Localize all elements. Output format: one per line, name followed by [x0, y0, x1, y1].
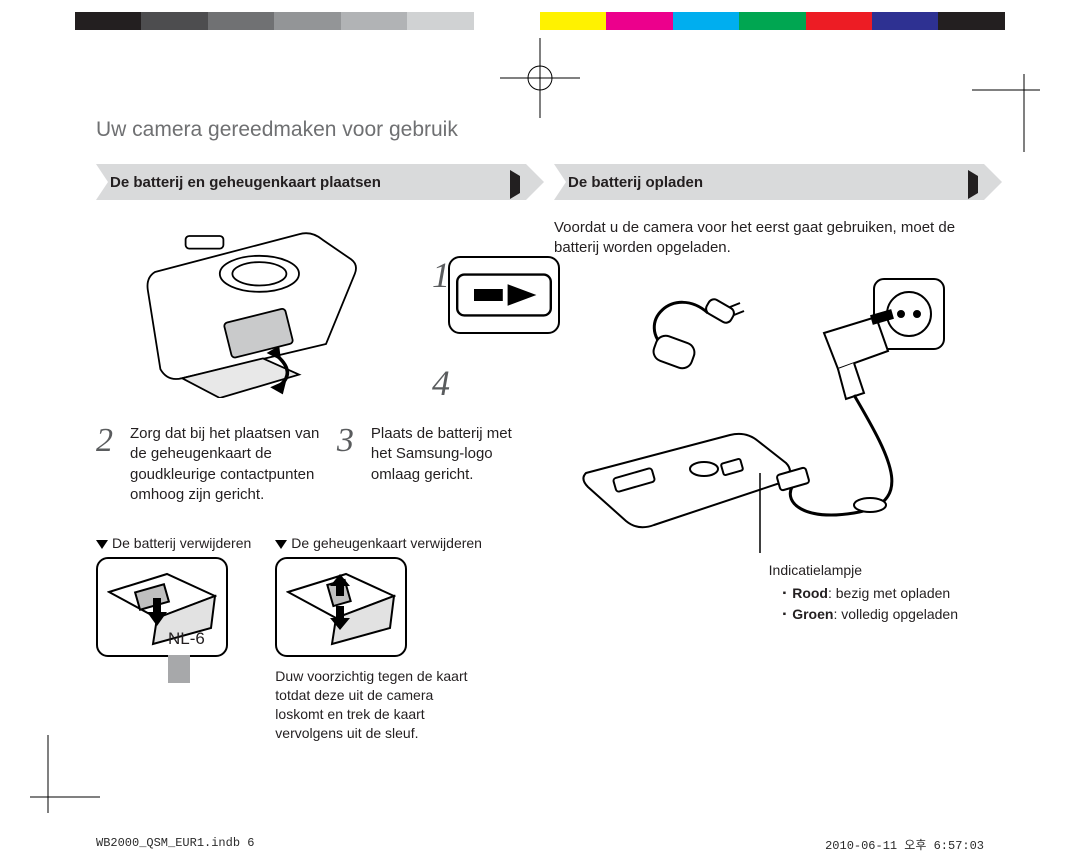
camera-illustration: 1 4: [102, 218, 442, 398]
sub-remove-battery: De batterij verwijderen: [96, 535, 251, 551]
footer-file: WB2000_QSM_EUR1.indb 6: [96, 836, 254, 853]
ribbon-right-label: De batterij opladen: [568, 174, 703, 191]
page-content: Uw camera gereedmaken voor gebruik De ba…: [96, 118, 984, 743]
sub-remove-card: De geheugenkaart verwijderen: [275, 535, 485, 551]
page-title: Uw camera gereedmaken voor gebruik: [96, 118, 984, 142]
step-number-2: 2: [96, 424, 120, 505]
crop-mark-tr-icon: [972, 62, 1062, 152]
ribbon-right: De batterij opladen: [554, 164, 984, 200]
col-charge-battery: De batterij opladen Voordat u de camera …: [554, 164, 984, 743]
registration-mark-top-icon: [500, 38, 580, 118]
callout-latch: [448, 256, 560, 334]
indicator-red: Rood: bezig met opladen: [783, 583, 958, 604]
color-calibration-bar: [75, 12, 1005, 30]
ribbon-left: De batterij en geheugenkaart plaatsen: [96, 164, 526, 200]
indicator-green: Groen: volledig opgeladen: [783, 604, 958, 625]
card-remove-caption: Duw voorzichtig tegen de kaart totdat de…: [275, 667, 485, 743]
thumb-remove-card: [275, 557, 407, 657]
thumb-remove-battery: [96, 557, 228, 657]
indicator-legend: Indicatielampje Rood: bezig met opladen …: [769, 560, 958, 625]
indicator-title: Indicatielampje: [769, 560, 958, 581]
step-2-text: Zorg dat bij het plaatsen van de geheuge…: [130, 424, 323, 505]
step-number-3: 3: [337, 424, 361, 505]
step-number-4: 4: [432, 362, 450, 404]
page-number: NL-6: [168, 629, 205, 683]
step-3-text: Plaats de batterij met het Samsung-logo …: [371, 424, 526, 505]
print-footer: WB2000_QSM_EUR1.indb 6 2010-06-11 오후 6:5…: [96, 836, 984, 853]
charge-intro-text: Voordat u de camera voor het eerst gaat …: [554, 218, 984, 259]
footer-timestamp: 2010-06-11 오후 6:57:03: [825, 836, 984, 853]
charging-illustration: Indicatielampje Rood: bezig met opladen …: [554, 273, 964, 553]
crop-mark-bl-icon: [10, 735, 100, 825]
ribbon-left-label: De batterij en geheugenkaart plaatsen: [110, 174, 381, 191]
col-insert-battery-card: De batterij en geheugenkaart plaatsen: [96, 164, 526, 743]
